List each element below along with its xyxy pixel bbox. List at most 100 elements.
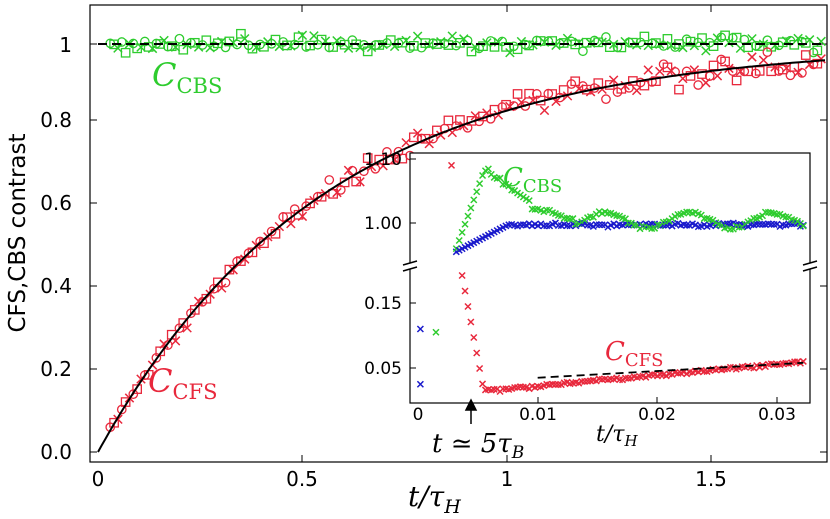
cbs-point [116,37,127,47]
cfs-point [701,78,711,88]
inset-cbs-point [525,197,533,205]
time-marker-arrow-head [464,398,478,411]
cfs-point [812,58,823,69]
main-y-ticks: 0.0 0.2 0.4 0.6 0.8 1 [40,33,72,464]
cfs-point [470,111,481,121]
main-y-tick-label: 0.4 [40,274,72,298]
inset-cbs-point [461,220,469,228]
inset-cbs-point [621,215,629,223]
cfs-point [731,75,742,86]
inset-x-axis-label: t/τH [596,422,638,450]
cfs-point [781,63,792,73]
cbs-point [662,34,673,44]
inset-cbs-annotation: CCBS [503,163,562,197]
cfs-point [512,89,523,99]
cfs-point [389,154,400,165]
cfs-point [240,254,250,264]
inset-upper-points [447,161,807,256]
inset-axis-break-mark [402,266,418,272]
inset-axis-break-gap [406,263,414,269]
cbs-point [597,37,607,48]
cbs-point [754,41,765,51]
cfs-point [643,65,653,75]
cfs-point [800,50,811,60]
cfs-point [601,94,611,105]
cfs-point [693,80,704,90]
cbs-point [236,28,246,39]
inset-cfs-annotation-sub: CFS [625,350,664,371]
cfs-point [593,78,604,88]
cbs-point [478,41,488,52]
inset-x-axis-label-sub: H [623,432,638,450]
inset-cbs-annotation-sub: CBS [523,176,562,197]
cfs-point [727,66,738,76]
inset-cfs-point [467,318,475,326]
inset-cbs-ref-point [416,380,424,388]
time-marker-label-sub: B [511,443,525,463]
cfs-point [789,62,800,72]
inset-y-ticks: 1.10 1.00 0.15 0.05 [364,150,402,379]
main-y-axis-label: CFS,CBS contrast [5,133,31,332]
cfs-point [397,153,408,164]
cfs-point [501,99,511,110]
inset-cbs-point [470,196,478,204]
cfs-point [539,105,550,116]
inset-cbs-point [476,180,484,188]
cbs-point [459,34,469,44]
cfs-point [674,84,684,95]
cbs-point [731,32,742,43]
cbs-point [747,33,757,44]
inset-cfs-point [479,380,487,388]
cfs-point [639,80,650,91]
cbs-point [701,46,711,56]
cfs-point [236,256,246,266]
cbs-point [259,41,269,52]
cfs-point [343,165,354,176]
inset-cbs-annotation-main: C [503,163,523,193]
cbs-point [689,40,700,51]
cfs-point [355,177,365,187]
time-marker-label: t ≃ 5τB [432,429,524,463]
cfs-point [720,56,730,67]
main-y-tick-marks [90,43,827,453]
cbs-point [412,31,423,41]
cbs-point [455,37,465,48]
main-y-tick-label: 0.8 [40,108,72,132]
cbs-point [447,31,457,41]
inset-x-ticks: 0 0.01 0.02 0.03 [413,405,796,425]
inset-cbs-point [799,222,807,230]
inset-plot-frame [409,152,811,404]
cbs-point [804,35,815,45]
cbs-point [293,32,304,43]
cbs-point [562,33,573,44]
cfs-point [608,75,619,85]
inset-x-tick-label: 0 [413,405,424,425]
inset-axis-break-mark [802,260,818,266]
cfs-point [708,60,719,71]
cbs-point [309,31,319,41]
inset-fit-line [537,361,804,379]
main-cbs-points [105,28,826,58]
inset-cbs-point [458,228,466,236]
inset-y-tick-label: 0.05 [364,359,402,379]
main-x-axis-label: t/τH [408,480,461,515]
cfs-point [228,265,238,275]
cfs-point [651,76,661,86]
cbs-point [408,41,419,51]
inset-y-tick-label: 0.15 [364,294,402,314]
cbs-point [685,36,696,47]
cfs-point [631,85,642,96]
cfs-point [132,384,143,394]
main-plot-frame [89,4,828,463]
cbs-point [724,37,734,48]
inset-axis-break [402,260,818,272]
main-y-tick-label: 0.0 [40,440,72,464]
inset-cbs-point [505,182,513,190]
cbs-point [547,36,558,46]
cfs-point [297,211,308,222]
main-x-ticks: 0 0.5 1 1.5 [92,467,727,491]
cfs-point [305,198,315,209]
main-cbs-annotation-main: C [152,56,176,94]
cfs-point [758,55,769,65]
